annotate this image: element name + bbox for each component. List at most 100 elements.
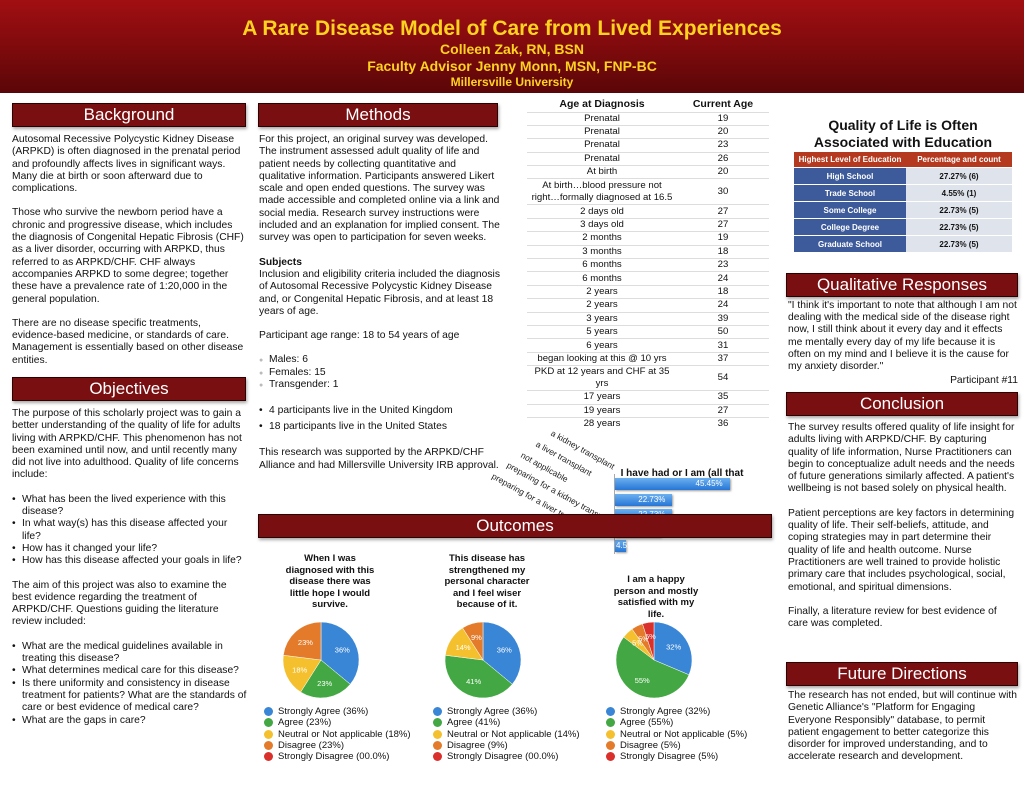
legend-label: Agree (23%) — [278, 717, 332, 729]
age-at-diagnosis-cell: At birth…blood pressure not right…formal… — [527, 178, 677, 205]
edu-header-percent: Percentage and count — [906, 152, 1012, 167]
background-heading: Background — [12, 103, 246, 127]
list-item: Males: 6 — [259, 354, 503, 368]
legend-swatch — [433, 729, 442, 739]
legend-label: Strongly Disagree (00.0%) — [278, 751, 390, 763]
legend-item: Neutral or Not applicable (5%) — [606, 729, 747, 740]
current-age-cell: 20 — [677, 124, 769, 139]
age-range: Participant age range: 18 to 54 years of… — [259, 330, 460, 342]
subjects-heading: Subjects — [259, 256, 302, 268]
legend-label: Neutral or Not applicable (14%) — [447, 728, 580, 740]
legend-swatch — [264, 718, 273, 728]
legend-item: Strongly Agree (32%) — [606, 706, 747, 717]
table-row: Prenatal 20 — [527, 124, 769, 139]
legend-item: Strongly Disagree (00.0%) — [264, 751, 411, 762]
current-age-cell: 19 — [677, 111, 769, 126]
objectives-heading: Objectives — [12, 377, 246, 401]
age-at-diagnosis-cell: PKD at 12 years and CHF at 35 yrs — [527, 365, 677, 391]
future-heading: Future Directions — [786, 662, 1018, 686]
pie-slice — [300, 659, 351, 699]
current-age-cell: 26 — [677, 151, 769, 166]
pie-slice — [444, 654, 513, 699]
legend-label: Strongly Agree (36%) — [278, 706, 369, 717]
pie-slice — [642, 621, 655, 661]
legend-swatch — [606, 707, 615, 716]
education-percent-cell: 22.73% (5) — [906, 202, 1012, 218]
future-section: The research has not ended, but will con… — [788, 690, 1018, 776]
legend-label: Strongly Agree (32%) — [620, 706, 711, 717]
table-row: High School 27.27% (6) — [794, 168, 1012, 184]
pie-slice — [320, 621, 360, 685]
pie-slice-label: 5% — [638, 634, 649, 643]
pie-slice-label: 9% — [471, 633, 482, 642]
pie-slice — [283, 621, 322, 661]
outcomes-heading: Outcomes — [258, 514, 772, 538]
pie-slice-label: 18% — [292, 666, 307, 675]
location-list: 4 participants live in the United Kingdo… — [259, 403, 503, 435]
age-at-diagnosis-cell: 17 years — [527, 390, 677, 405]
pie-2-title: This disease has strengthened my persona… — [444, 553, 530, 610]
legend-label: Disagree (5%) — [620, 739, 681, 751]
age-at-diagnosis-cell: 6 months — [527, 271, 677, 286]
current-age-cell: 30 — [677, 178, 769, 205]
education-percent-cell: 4.55% (1) — [906, 185, 1012, 201]
education-level-cell: Graduate School — [794, 236, 906, 252]
table-row: 3 days old 27 — [527, 217, 769, 232]
table-row: began looking at this @ 10 yrs 37 — [527, 351, 769, 366]
current-age-cell: 36 — [677, 416, 769, 431]
table-row: Graduate School 22.73% (5) — [794, 236, 1012, 252]
legend-swatch — [264, 707, 273, 716]
current-age-cell: 23 — [677, 258, 769, 272]
list-item: Transgender: 1 — [259, 379, 503, 393]
poster-title: A Rare Disease Model of Care from Lived … — [242, 17, 782, 40]
background-section: Autosomal Recessive Polycystic Kidney Di… — [12, 134, 248, 379]
age-at-diagnosis-cell: began looking at this @ 10 yrs — [527, 351, 677, 366]
advisor: Faculty Advisor Jenny Monn, MSN, FNP-BC — [367, 58, 657, 74]
table-row: Prenatal 26 — [527, 151, 769, 166]
table-row: 19 years 27 — [527, 403, 769, 418]
quote-text: "I think it's important to note that alt… — [788, 300, 1017, 373]
legend-swatch — [264, 740, 273, 750]
legend-label: Strongly Disagree (00.0%) — [447, 751, 559, 763]
pie-slice-label: 41% — [466, 677, 481, 686]
current-age-cell: 27 — [677, 403, 769, 418]
pie-slice-label: 32% — [666, 642, 681, 651]
current-age-cell: 24 — [677, 298, 769, 313]
pie-1-title: When I was diagnosed with this disease t… — [285, 553, 375, 610]
legend-item: Disagree (9%) — [433, 740, 580, 751]
current-age-cell: 27 — [677, 217, 769, 232]
current-age-cell: 27 — [677, 204, 769, 219]
background-p1: Autosomal Recessive Polycystic Kidney Di… — [12, 134, 241, 195]
table-row: 6 months 24 — [527, 271, 769, 286]
bar — [615, 493, 673, 506]
pie-2-legend: Strongly Agree (36%) Agree (41%) Neutral o… — [433, 706, 580, 762]
legend-item: Agree (41%) — [433, 717, 580, 728]
objectives-section: The purpose of this scholarly project wa… — [12, 408, 248, 727]
legend-label: Agree (41%) — [447, 717, 501, 729]
age-at-diagnosis-cell: 19 years — [527, 403, 677, 418]
background-p2: Those who survive the newborn period hav… — [12, 207, 244, 305]
qualitative-heading: Qualitative Responses — [786, 273, 1018, 297]
age-table-body: Prenatal 19 Prenatal 20 Prenatal 23 Prenatal 26… — [527, 111, 769, 431]
age-at-diagnosis-cell: 2 years — [527, 298, 677, 313]
methods-section: For this project, an original survey was… — [259, 134, 503, 484]
list-item: How has this disease affected your goals… — [12, 555, 248, 568]
list-item: What are the gaps in care? — [12, 715, 248, 728]
legend-item: Strongly Agree (36%) — [264, 706, 411, 717]
table-row: 6 years 31 — [527, 338, 769, 353]
current-age-cell: 50 — [677, 324, 769, 339]
conclusion-p1: The survey results offered quality of li… — [788, 422, 1015, 495]
legend-swatch — [433, 707, 442, 716]
bar-value-label: 45.45% — [695, 479, 723, 488]
table-row: 3 months 18 — [527, 244, 769, 259]
bar-value-label: 22.73% — [638, 494, 666, 504]
list-item: 4 participants live in the United Kingdo… — [259, 403, 503, 419]
education-percent-cell: 27.27% (6) — [906, 168, 1012, 184]
education-level-cell: High School — [794, 168, 906, 184]
current-age-cell: 24 — [677, 271, 769, 286]
bar-value-label: 4.55% — [616, 541, 639, 550]
gender-list: Males: 6 Females: 15 Transgender: 1 — [259, 354, 503, 393]
legend-label: Disagree (23%) — [278, 739, 344, 751]
pie-slice — [615, 636, 690, 699]
objectives-p2: The aim of this project was also to exam… — [12, 579, 227, 628]
